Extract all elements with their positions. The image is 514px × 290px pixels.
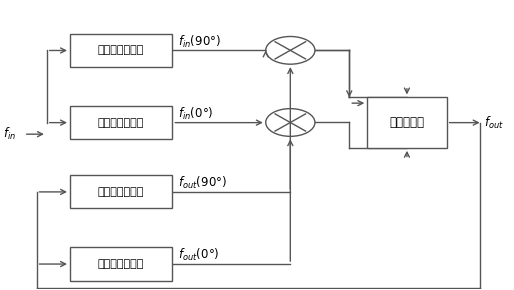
Bar	[367, 97, 447, 148]
Text: 第四全通滤波器: 第四全通滤波器	[98, 259, 144, 269]
Bar	[70, 34, 172, 67]
Text: $f_{out}$(90°): $f_{out}$(90°)	[177, 175, 227, 191]
Text: $f_{out}$: $f_{out}$	[484, 115, 504, 131]
Circle shape	[266, 109, 315, 136]
Text: $f_{in}$(90°): $f_{in}$(90°)	[177, 34, 221, 50]
Bar	[70, 247, 172, 281]
Text: $f_{in}$: $f_{in}$	[3, 126, 16, 142]
Circle shape	[266, 37, 315, 64]
Bar	[70, 106, 172, 139]
Text: 第一全通滤波器: 第一全通滤波器	[98, 46, 144, 55]
Text: 第三全通滤波器: 第三全通滤波器	[98, 187, 144, 197]
Text: $f_{in}$(0°): $f_{in}$(0°)	[177, 106, 213, 122]
Text: $f_{out}$(0°): $f_{out}$(0°)	[177, 247, 219, 263]
Text: 第二全通滤波器: 第二全通滤波器	[98, 118, 144, 128]
Bar	[70, 175, 172, 209]
Text: 功率合成器: 功率合成器	[390, 116, 425, 129]
